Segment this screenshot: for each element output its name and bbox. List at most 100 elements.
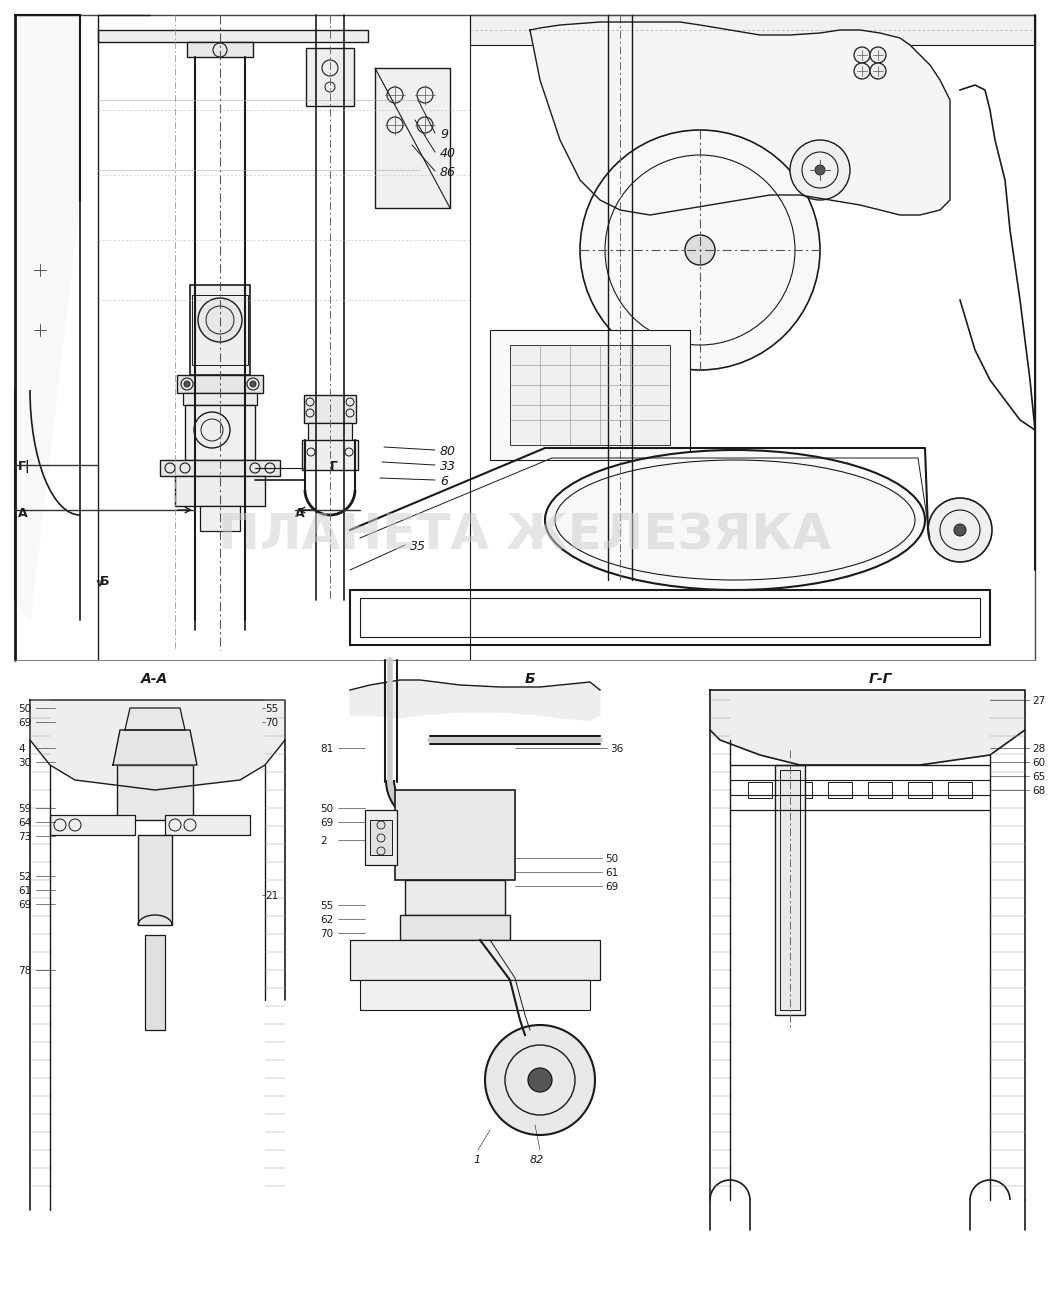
Text: 50: 50 bbox=[320, 804, 333, 814]
Text: ПЛАНЕТА ЖЕЛЕЗЯКА: ПЛАНЕТА ЖЕЛЕЗЯКА bbox=[218, 511, 832, 560]
Text: 61: 61 bbox=[18, 886, 32, 897]
Bar bbox=[304, 395, 356, 423]
Bar bbox=[365, 810, 397, 866]
Text: 70: 70 bbox=[320, 929, 333, 939]
Bar bbox=[788, 782, 812, 799]
Text: 65: 65 bbox=[1032, 771, 1045, 782]
Bar bbox=[145, 935, 165, 1029]
Bar bbox=[175, 476, 265, 506]
Bar bbox=[350, 590, 990, 645]
Polygon shape bbox=[113, 730, 197, 765]
Text: 70: 70 bbox=[265, 719, 278, 728]
Polygon shape bbox=[30, 700, 285, 789]
Text: 55: 55 bbox=[320, 900, 333, 911]
Bar bbox=[775, 765, 805, 1015]
Bar bbox=[360, 599, 980, 637]
Bar bbox=[490, 330, 690, 461]
Bar bbox=[375, 68, 450, 208]
Text: 21: 21 bbox=[265, 891, 278, 900]
Circle shape bbox=[928, 498, 992, 562]
Polygon shape bbox=[350, 680, 600, 720]
Text: Б: Б bbox=[100, 575, 109, 588]
Bar bbox=[510, 344, 670, 445]
Bar bbox=[302, 440, 358, 470]
Bar bbox=[780, 770, 800, 1010]
Text: 82: 82 bbox=[530, 1155, 544, 1165]
Circle shape bbox=[528, 1068, 552, 1093]
Text: 60: 60 bbox=[1032, 759, 1045, 768]
Bar bbox=[306, 48, 354, 106]
Circle shape bbox=[954, 524, 966, 537]
Text: Г: Г bbox=[330, 461, 338, 473]
Circle shape bbox=[184, 381, 190, 387]
Bar bbox=[828, 782, 852, 799]
Text: 1: 1 bbox=[472, 1155, 480, 1165]
Bar bbox=[192, 295, 248, 365]
Bar bbox=[183, 393, 257, 405]
Bar bbox=[200, 506, 240, 531]
Polygon shape bbox=[15, 15, 80, 620]
Text: 61: 61 bbox=[605, 868, 618, 878]
Bar bbox=[868, 782, 892, 799]
Bar bbox=[360, 980, 590, 1010]
Text: 27: 27 bbox=[1032, 697, 1045, 706]
Circle shape bbox=[250, 381, 256, 387]
Text: 69: 69 bbox=[605, 882, 618, 891]
Bar bbox=[177, 375, 262, 393]
Text: 68: 68 bbox=[1032, 786, 1045, 796]
Circle shape bbox=[580, 130, 820, 370]
Text: 69: 69 bbox=[320, 818, 333, 828]
Bar bbox=[165, 815, 250, 835]
Circle shape bbox=[870, 46, 886, 63]
Bar bbox=[748, 782, 772, 799]
Circle shape bbox=[685, 235, 715, 264]
Text: 78: 78 bbox=[18, 966, 32, 977]
Text: 69: 69 bbox=[18, 900, 32, 909]
Polygon shape bbox=[710, 690, 1025, 765]
Circle shape bbox=[485, 1026, 595, 1135]
Bar bbox=[98, 30, 368, 43]
Bar bbox=[395, 789, 514, 880]
Text: 62: 62 bbox=[320, 915, 333, 925]
Bar bbox=[160, 461, 280, 476]
Text: 86: 86 bbox=[440, 166, 456, 179]
Bar bbox=[308, 423, 352, 441]
Text: 50: 50 bbox=[18, 704, 32, 713]
Bar bbox=[138, 835, 172, 925]
Text: 9: 9 bbox=[440, 128, 448, 141]
Text: 28: 28 bbox=[1032, 744, 1045, 753]
Text: 4: 4 bbox=[18, 744, 24, 753]
Text: А: А bbox=[18, 507, 27, 520]
Text: Б: Б bbox=[525, 672, 536, 686]
Circle shape bbox=[854, 63, 870, 79]
Text: 33: 33 bbox=[440, 461, 456, 473]
Text: 2: 2 bbox=[320, 836, 327, 846]
Circle shape bbox=[870, 63, 886, 79]
Bar bbox=[117, 765, 193, 820]
Text: 80: 80 bbox=[440, 445, 456, 458]
Polygon shape bbox=[530, 22, 950, 215]
Circle shape bbox=[198, 298, 242, 342]
Bar bbox=[470, 15, 1035, 45]
Text: 81: 81 bbox=[320, 744, 333, 753]
Text: 73: 73 bbox=[18, 832, 32, 842]
Ellipse shape bbox=[545, 450, 925, 590]
Bar bbox=[185, 405, 255, 461]
Bar bbox=[400, 915, 510, 940]
Circle shape bbox=[194, 412, 230, 448]
Bar bbox=[948, 782, 972, 799]
Bar bbox=[405, 880, 505, 915]
Text: 52: 52 bbox=[18, 872, 32, 882]
Text: Г-Г: Г-Г bbox=[868, 672, 891, 686]
Bar bbox=[350, 940, 600, 980]
Text: А: А bbox=[295, 507, 304, 520]
Text: 35: 35 bbox=[410, 541, 426, 553]
Text: А-А: А-А bbox=[142, 672, 169, 686]
Bar bbox=[190, 285, 250, 375]
Bar bbox=[908, 782, 932, 799]
Bar bbox=[50, 815, 135, 835]
Text: 6: 6 bbox=[440, 475, 448, 488]
Text: 64: 64 bbox=[18, 818, 32, 828]
Circle shape bbox=[854, 46, 870, 63]
Text: 50: 50 bbox=[605, 854, 618, 864]
